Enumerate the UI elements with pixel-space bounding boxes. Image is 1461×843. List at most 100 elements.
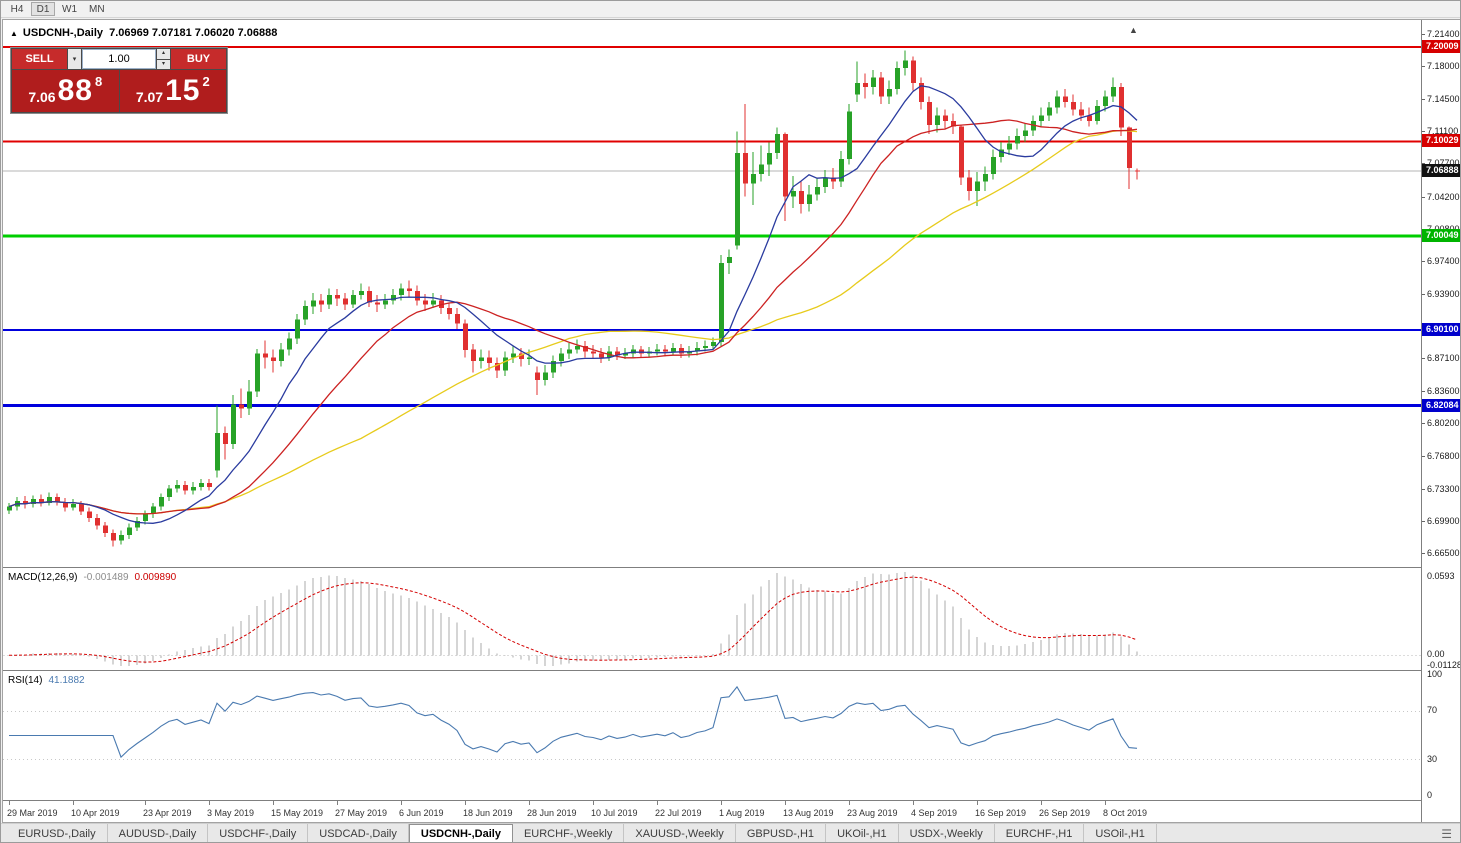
chart-window: ▲ USDCNH-,Daily 7.06969 7.07181 7.06020 … bbox=[2, 19, 1460, 823]
timeframe-toolbar: H4 D1 W1 MN bbox=[1, 1, 1460, 18]
tab-usdcnh-daily[interactable]: USDCNH-,Daily bbox=[408, 824, 513, 842]
volume-dropdown-button[interactable]: ▾ bbox=[68, 49, 81, 69]
price-scale-label: 7.04200 bbox=[1427, 192, 1460, 202]
scale-tick bbox=[1422, 521, 1425, 522]
time-tick bbox=[1041, 801, 1042, 805]
chevron-down-icon: ▾ bbox=[72, 56, 77, 63]
rsi-value: 41.1882 bbox=[48, 675, 85, 686]
scale-tick bbox=[1422, 489, 1425, 490]
volume-increase-button[interactable]: ▴ bbox=[157, 49, 170, 59]
scale-tick bbox=[1422, 163, 1425, 164]
tab-usdcad-daily[interactable]: USDCAD-,Daily bbox=[308, 824, 409, 842]
price-scale-label: 7.07700 bbox=[1427, 158, 1460, 168]
scale-tick bbox=[1422, 456, 1425, 457]
sell-price-pips: 88 bbox=[57, 74, 93, 107]
sell-price-frac: 8 bbox=[94, 74, 103, 89]
time-axis[interactable]: 29 Mar 2019 10 Apr 2019 23 Apr 2019 3 May 2… bbox=[3, 800, 1421, 822]
volume-spinner: ▴ ▾ bbox=[157, 49, 170, 69]
time-tick bbox=[73, 801, 74, 805]
chart-title: ▲ USDCNH-,Daily 7.06969 7.07181 7.06020 … bbox=[10, 27, 277, 39]
macd-scale-label: -0.01128 bbox=[1427, 660, 1461, 670]
price-level-badge: 7.00049 bbox=[1422, 229, 1460, 242]
price-chart[interactable] bbox=[3, 20, 1421, 567]
time-tick bbox=[593, 801, 594, 805]
timeframe-h4-button[interactable]: H4 bbox=[5, 2, 29, 16]
sell-price-display[interactable]: 7.06 88 8 bbox=[12, 70, 119, 112]
rsi-chart[interactable] bbox=[3, 672, 1421, 800]
time-tick bbox=[977, 801, 978, 805]
price-scale-label: 6.83600 bbox=[1427, 386, 1460, 396]
chart-tab-bar: EURUSD-,Daily AUDUSD-,Daily USDCHF-,Daily U… bbox=[1, 823, 1460, 842]
rsi-panel: RSI(14) 41.1882 bbox=[3, 670, 1421, 800]
price-scale-label: 6.87100 bbox=[1427, 353, 1460, 363]
timeframe-d1-button[interactable]: D1 bbox=[31, 2, 55, 16]
rsi-label: RSI(14) bbox=[8, 675, 43, 686]
tab-list-button[interactable]: ☰ bbox=[1441, 827, 1452, 841]
tab-xauusd-weekly[interactable]: XAUUSD-,Weekly bbox=[624, 824, 736, 842]
price-level-badge: 6.90100 bbox=[1422, 323, 1460, 336]
sell-price-main: 7.06 bbox=[28, 89, 56, 105]
tab-usoil-h1[interactable]: USOil-,H1 bbox=[1084, 824, 1157, 842]
macd-value-main: -0.001489 bbox=[83, 572, 129, 583]
scale-tick bbox=[1422, 423, 1425, 424]
tab-audusd-daily[interactable]: AUDUSD-,Daily bbox=[108, 824, 209, 842]
rsi-scale-label: 30 bbox=[1427, 754, 1438, 764]
price-scale-label: 7.18000 bbox=[1427, 61, 1460, 71]
chart-shift-marker-icon[interactable]: ▲ bbox=[1129, 25, 1138, 35]
time-tick bbox=[273, 801, 274, 805]
trade-prices-row: 7.06 88 8 7.07 15 2 bbox=[12, 70, 226, 112]
tab-eurchf-weekly[interactable]: EURCHF-,Weekly bbox=[513, 824, 625, 842]
scale-tick bbox=[1422, 553, 1425, 554]
tab-ukoil-h1[interactable]: UKOil-,H1 bbox=[826, 824, 899, 842]
sell-button[interactable]: SELL bbox=[12, 49, 67, 69]
price-scale-label: 6.97400 bbox=[1427, 256, 1460, 266]
macd-scale-label: 0.0593 bbox=[1427, 571, 1455, 581]
tab-eurusd-daily[interactable]: EURUSD-,Daily bbox=[7, 824, 108, 842]
macd-header: MACD(12,26,9) -0.001489 0.009890 bbox=[8, 572, 176, 583]
trade-controls-row: SELL ▾ ▴ ▾ BUY bbox=[12, 49, 226, 69]
buy-price-main: 7.07 bbox=[135, 89, 164, 105]
scale-tick bbox=[1422, 66, 1425, 67]
time-tick bbox=[913, 801, 914, 805]
time-tick bbox=[849, 801, 850, 805]
collapse-triangle-icon: ▲ bbox=[10, 28, 18, 38]
macd-chart[interactable] bbox=[3, 569, 1421, 670]
timeframe-mn-button[interactable]: MN bbox=[84, 2, 110, 16]
date-label: 6 Jun 2019 bbox=[399, 808, 444, 818]
rsi-scale-label: 70 bbox=[1427, 705, 1438, 715]
date-label: 8 Oct 2019 bbox=[1103, 808, 1148, 818]
scale-tick bbox=[1422, 358, 1425, 359]
price-scale-label: 7.21400 bbox=[1427, 29, 1460, 39]
macd-value-signal: 0.009890 bbox=[134, 572, 177, 583]
date-label: 10 Jul 2019 bbox=[591, 808, 638, 818]
volume-decrease-button[interactable]: ▾ bbox=[157, 59, 170, 69]
macd-scale-label: 0.00 bbox=[1427, 649, 1445, 659]
rsi-scale-label: 100 bbox=[1427, 669, 1443, 679]
scale-tick bbox=[1422, 294, 1425, 295]
scale-tick bbox=[1422, 34, 1425, 35]
buy-price-frac: 2 bbox=[202, 74, 210, 89]
timeframe-w1-button[interactable]: W1 bbox=[57, 2, 82, 16]
price-scale-label: 6.76800 bbox=[1427, 451, 1460, 461]
date-label: 23 Aug 2019 bbox=[847, 808, 898, 818]
tab-usdchf-daily[interactable]: USDCHF-,Daily bbox=[208, 824, 309, 842]
date-label: 4 Sep 2019 bbox=[911, 808, 958, 818]
scale-tick bbox=[1422, 99, 1425, 100]
date-label: 23 Apr 2019 bbox=[143, 808, 192, 818]
macd-label: MACD(12,26,9) bbox=[8, 572, 78, 583]
price-level-badge: 7.20009 bbox=[1422, 40, 1460, 53]
tab-gbpusd-h1[interactable]: GBPUSD-,H1 bbox=[736, 824, 827, 842]
tab-eurchf-h1[interactable]: EURCHF-,H1 bbox=[995, 824, 1085, 842]
price-scale-label: 7.14500 bbox=[1427, 94, 1460, 104]
time-tick bbox=[209, 801, 210, 805]
volume-input[interactable] bbox=[82, 49, 156, 69]
buy-button[interactable]: BUY bbox=[171, 49, 226, 69]
tab-usdx-weekly[interactable]: USDX-,Weekly bbox=[899, 824, 995, 842]
price-axis[interactable]: 7.21400 7.18000 7.14500 7.11100 7.07700 7.042… bbox=[1421, 20, 1460, 822]
time-tick bbox=[1105, 801, 1106, 805]
buy-price-display[interactable]: 7.07 15 2 bbox=[119, 70, 226, 112]
price-scale-label: 6.69900 bbox=[1427, 516, 1460, 526]
rsi-header: RSI(14) 41.1882 bbox=[8, 675, 85, 686]
